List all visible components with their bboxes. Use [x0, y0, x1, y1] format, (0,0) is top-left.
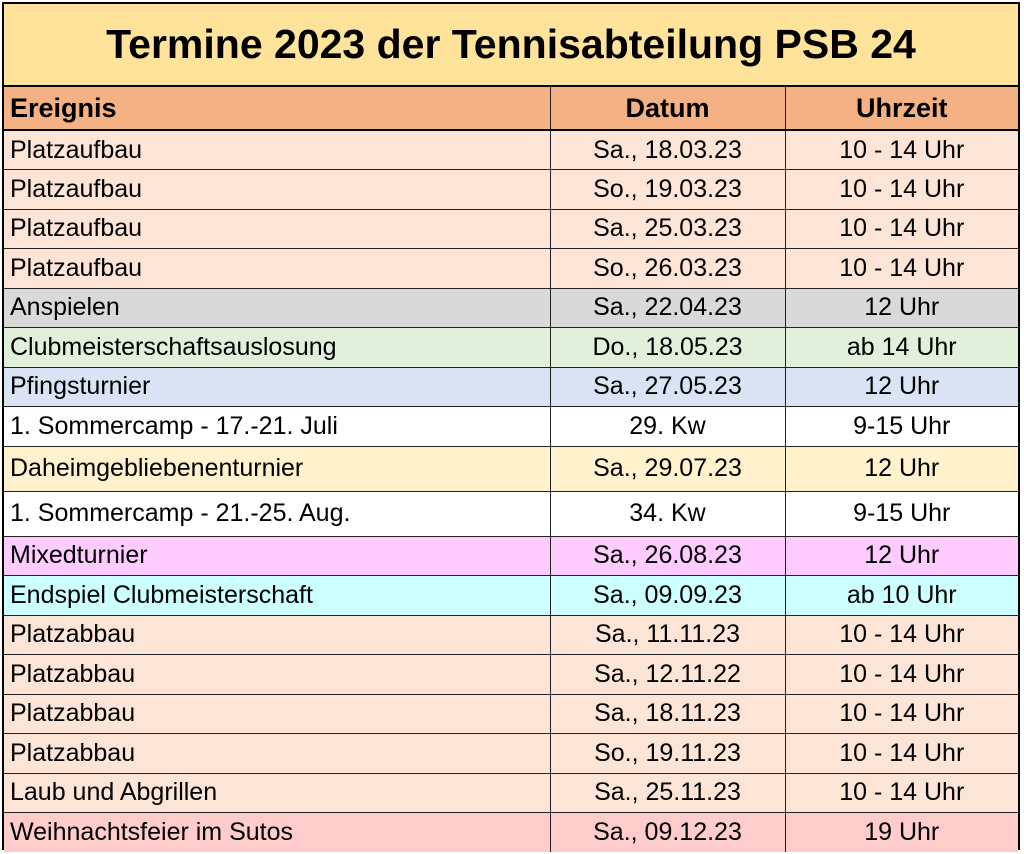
- table-row: Clubmeisterschaftsauslosung Do., 18.05.23…: [4, 327, 1018, 368]
- table-row: 1. Sommercamp - 17.-21. Juli 29. Kw 9-15 U…: [4, 406, 1018, 447]
- event-cell: Platzabbau: [4, 654, 551, 695]
- time-cell: 10 - 14 Uhr: [785, 694, 1018, 734]
- event-cell: Endspiel Clubmeisterschaft: [4, 575, 551, 616]
- date-cell: So., 26.03.23: [550, 248, 786, 289]
- schedule-table: Ereignis Datum Uhrzeit Platzaufbau Sa., 1…: [4, 87, 1018, 852]
- table-row: Platzabbau Sa., 12.11.22 10 - 14 Uhr: [4, 654, 1018, 695]
- table-row: Platzabbau Sa., 18.11.23 10 - 14 Uhr: [4, 694, 1018, 734]
- date-cell: Sa., 18.11.23: [550, 694, 786, 734]
- event-cell: Mixedturnier: [4, 536, 551, 576]
- event-cell: Platzaufbau: [4, 169, 551, 210]
- time-cell: 10 - 14 Uhr: [785, 209, 1018, 249]
- time-cell: ab 10 Uhr: [785, 575, 1018, 616]
- table-row: 1. Sommercamp - 21.-25. Aug. 34. Kw 9-15 U…: [4, 491, 1018, 537]
- time-cell: 10 - 14 Uhr: [785, 615, 1018, 655]
- time-cell: 9-15 Uhr: [785, 491, 1018, 537]
- table-row: Platzabbau Sa., 11.11.23 10 - 14 Uhr: [4, 615, 1018, 655]
- time-cell: 12 Uhr: [785, 288, 1018, 328]
- date-cell: Sa., 29.07.23: [550, 446, 786, 492]
- table-row: Pfingsturnier Sa., 27.05.23 12 Uhr: [4, 367, 1018, 407]
- time-cell: 10 - 14 Uhr: [785, 733, 1018, 774]
- event-cell: Platzaufbau: [4, 248, 551, 289]
- table-row: Anspielen Sa., 22.04.23 12 Uhr: [4, 288, 1018, 328]
- date-cell: Sa., 27.05.23: [550, 367, 786, 407]
- event-cell: Laub und Abgrillen: [4, 773, 551, 813]
- date-cell: Sa., 25.11.23: [550, 773, 786, 813]
- time-cell: 10 - 14 Uhr: [785, 773, 1018, 813]
- table-row: Daheimgebliebenenturnier Sa., 29.07.23 12 …: [4, 446, 1018, 492]
- table-row: Platzaufbau Sa., 25.03.23 10 - 14 Uhr: [4, 209, 1018, 249]
- event-cell: Platzabbau: [4, 733, 551, 774]
- time-cell: 10 - 14 Uhr: [785, 654, 1018, 695]
- time-cell: 12 Uhr: [785, 446, 1018, 492]
- time-cell: 10 - 14 Uhr: [785, 130, 1018, 170]
- time-cell: 12 Uhr: [785, 367, 1018, 407]
- column-header-date: Datum: [550, 87, 786, 131]
- page-title: Termine 2023 der Tennisabteilung PSB 24: [4, 4, 1018, 87]
- event-cell: Daheimgebliebenenturnier: [4, 446, 551, 492]
- date-cell: Do., 18.05.23: [550, 327, 786, 368]
- table-body: Platzaufbau Sa., 18.03.23 10 - 14 Uhr Platz…: [4, 130, 1018, 852]
- date-cell: 29. Kw: [550, 406, 786, 447]
- date-cell: Sa., 25.03.23: [550, 209, 786, 249]
- date-cell: Sa., 22.04.23: [550, 288, 786, 328]
- date-cell: Sa., 09.12.23: [550, 812, 786, 852]
- column-header-time: Uhrzeit: [785, 87, 1018, 131]
- time-cell: 19 Uhr: [864, 818, 940, 846]
- event-cell: Anspielen: [4, 288, 551, 328]
- table-row: Platzabbau So., 19.11.23 10 - 14 Uhr: [4, 733, 1018, 774]
- event-cell: Platzaufbau: [4, 209, 551, 249]
- date-cell: So., 19.03.23: [550, 169, 786, 210]
- date-cell: 34. Kw: [550, 491, 786, 537]
- event-cell: 1. Sommercamp - 21.-25. Aug.: [4, 491, 551, 537]
- table-row: Mixedturnier Sa., 26.08.23 12 Uhr: [4, 536, 1018, 576]
- date-cell: Sa., 09.09.23: [550, 575, 786, 616]
- event-cell: Pfingsturnier: [4, 367, 551, 407]
- column-header-event: Ereignis: [4, 87, 551, 131]
- time-cell: 12 Uhr: [785, 536, 1018, 576]
- date-cell: Sa., 26.08.23: [550, 536, 786, 576]
- table-row: Platzaufbau Sa., 18.03.23 10 - 14 Uhr: [4, 130, 1018, 170]
- time-cell: 9-15 Uhr: [785, 406, 1018, 447]
- time-cell: 10 - 14 Uhr: [785, 169, 1018, 210]
- event-cell: Platzaufbau: [4, 130, 551, 170]
- table-row: Platzaufbau So., 26.03.23 10 - 14 Uhr: [4, 248, 1018, 289]
- table-row: Laub und Abgrillen Sa., 25.11.23 10 - 14 U…: [4, 773, 1018, 813]
- table-header-row: Ereignis Datum Uhrzeit: [4, 87, 1018, 131]
- table-row: Endspiel Clubmeisterschaft Sa., 09.09.23 a…: [4, 575, 1018, 616]
- event-cell: Clubmeisterschaftsauslosung: [4, 327, 551, 368]
- time-cell: 10 - 14 Uhr: [785, 248, 1018, 289]
- date-cell: Sa., 12.11.22: [550, 654, 786, 695]
- event-cell: Platzabbau: [4, 694, 551, 734]
- date-cell: Sa., 18.03.23: [550, 130, 786, 170]
- time-cell: ab 14 Uhr: [785, 327, 1018, 368]
- date-cell: Sa., 11.11.23: [550, 615, 786, 655]
- event-cell: 1. Sommercamp - 17.-21. Juli: [4, 406, 551, 447]
- date-cell: So., 19.11.23: [550, 733, 786, 774]
- event-cell: Platzabbau: [4, 615, 551, 655]
- event-cell: Weihnachtsfeier im Sutos: [4, 812, 551, 852]
- table-row: Weihnachtsfeier im Sutos Sa., 09.12.23 19 …: [4, 812, 1018, 852]
- table-row: Platzaufbau So., 19.03.23 10 - 14 Uhr: [4, 169, 1018, 210]
